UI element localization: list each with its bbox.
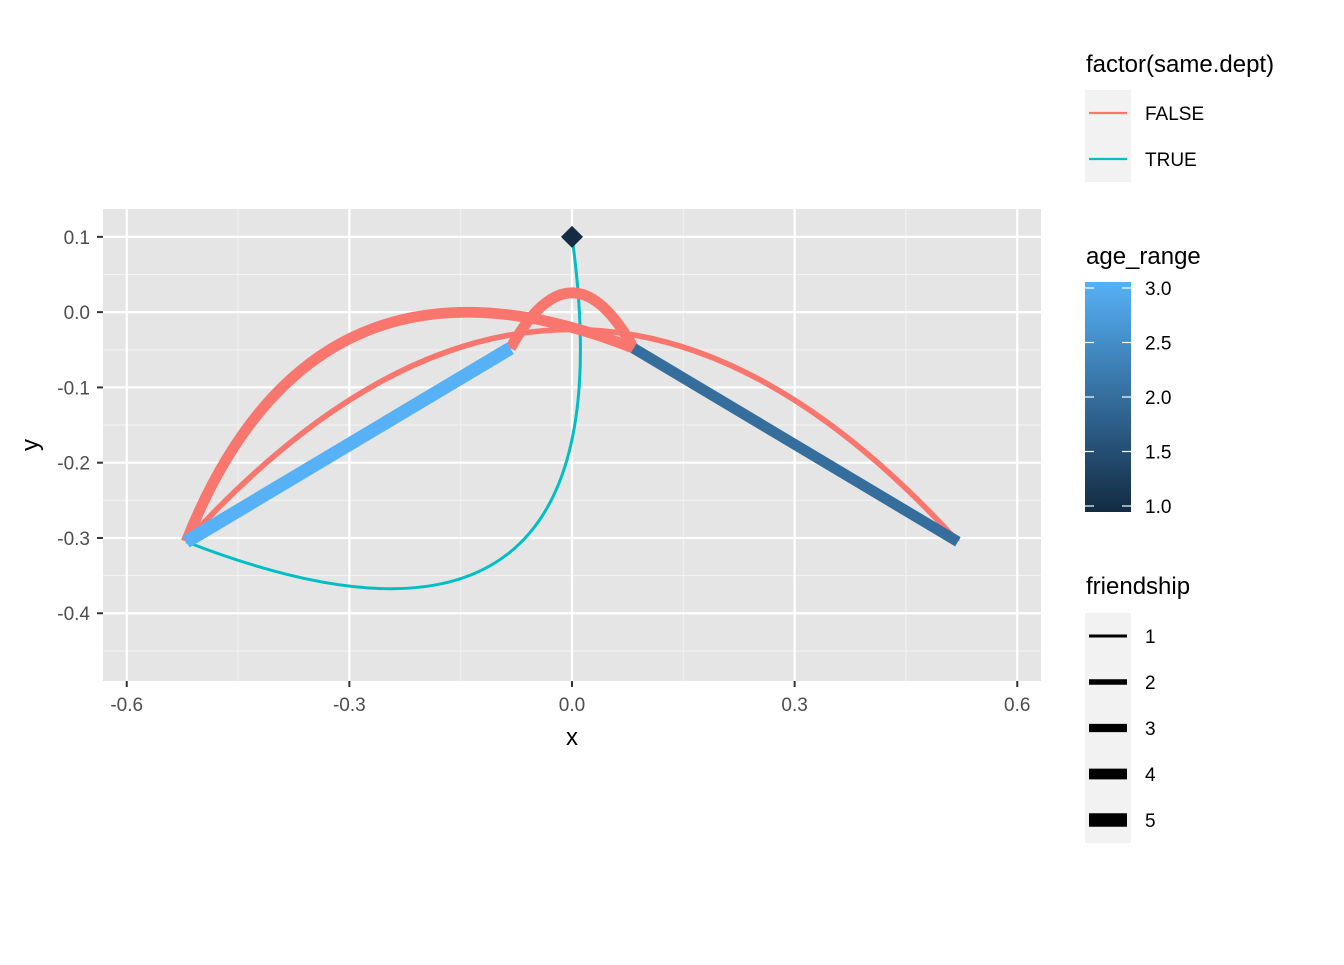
legend-label-friendship: 3 <box>1145 719 1156 740</box>
x-axis-title: x <box>566 724 578 751</box>
legend-title-age-range: age_range <box>1086 243 1201 270</box>
y-tick-label: -0.2 <box>57 454 90 475</box>
legend-label-friendship: 4 <box>1145 765 1156 786</box>
colorbar-label: 1.5 <box>1145 443 1171 464</box>
legend-label-friendship: 5 <box>1145 811 1156 832</box>
y-axis-title: y <box>17 439 44 451</box>
x-tick-label: -0.3 <box>333 695 366 716</box>
edge <box>630 343 961 547</box>
colorbar-label: 2.5 <box>1145 334 1171 355</box>
edges <box>181 236 961 591</box>
legend-friendship: friendship 1 2 3 4 5 <box>1085 573 1190 843</box>
legend-label-true: TRUE <box>1145 150 1197 171</box>
x-tick-label: 0.6 <box>1004 695 1030 716</box>
x-tick-label: 0.0 <box>559 695 585 716</box>
legend-age-range: age_range 3.0 2.5 2.0 1.5 1.0 <box>1085 243 1201 518</box>
y-tick-label: -0.3 <box>57 529 90 550</box>
legend-label-friendship: 1 <box>1145 627 1156 648</box>
edge <box>505 287 639 351</box>
x-tick-label: -0.6 <box>110 695 143 716</box>
x-tick-label: 0.3 <box>781 695 807 716</box>
colorbar-label: 1.0 <box>1145 497 1171 518</box>
node-diamond <box>561 225 583 248</box>
y-tick-label: -0.4 <box>57 604 90 625</box>
y-tick-label: 0.1 <box>64 228 90 249</box>
y-tick-label: -0.1 <box>57 378 90 399</box>
legend-title-same-dept: factor(same.dept) <box>1086 51 1274 78</box>
y-tick-label: 0.0 <box>64 303 90 324</box>
edge <box>182 342 514 548</box>
axes: -0.6 -0.3 0.0 0.3 0.6 0.1 0.0 -0.1 -0.2 -0.3 -0.4 <box>57 228 1030 716</box>
legend-same-dept: factor(same.dept) FALSE TRUE <box>1085 51 1274 182</box>
edge <box>181 306 636 544</box>
legend-label-false: FALSE <box>1145 104 1204 125</box>
colorbar-label: 3.0 <box>1145 279 1171 300</box>
edge <box>185 236 582 591</box>
colorbar-label: 2.0 <box>1145 388 1171 409</box>
nodes <box>561 225 583 248</box>
legend-title-friendship: friendship <box>1086 573 1190 600</box>
legend-label-friendship: 2 <box>1145 673 1156 694</box>
